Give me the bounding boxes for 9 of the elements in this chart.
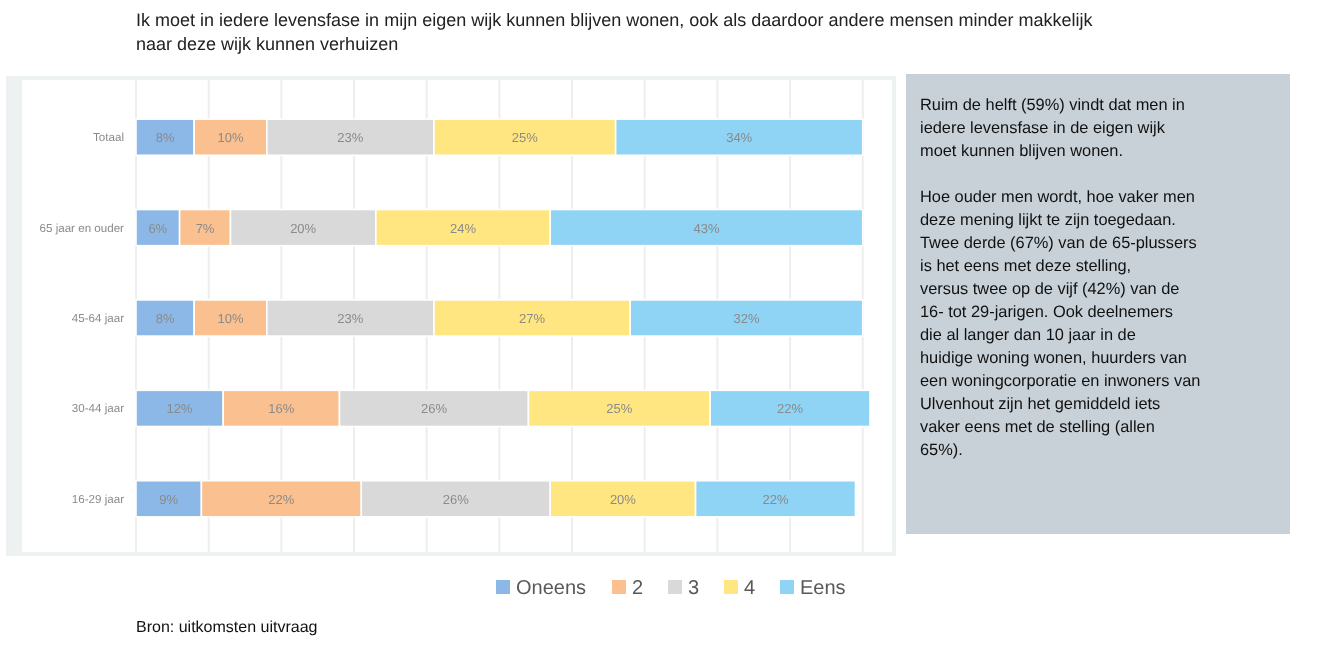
text: Ruim de helft (59%) vindt dat men in iedere levensfase in de eigen wijk moet kunnen blijven wonen.	[920, 96, 1186, 160]
legend-label: Eens	[800, 578, 846, 600]
legend-label: Oneens	[516, 578, 587, 600]
legend-label: 3	[688, 578, 700, 600]
chart-title: Ik moet in iedere levensfase in mijn eigen wijk kunnen blijven wonen, ook als daardoor andere mensen minder makkelijk naar deze wijk kunnen verhuizen	[136, 10, 1094, 54]
text: Hoe ouder men wordt, hoe vaker men deze mening lijkt te zijn toegedaan. Twee derde (67%) van de 65-plussers is het eens met deze stelling, versus twee op de vijf (42%) van de 16- tot 29-jarigen. Ook deelnemers die al langer dan 10 jaar in de huidige woning wonen, huurders van een woningcorporatie en inwoners van Ulvenhout zijn het gemiddeld iets vaker eens met de stelling (allen 65%).	[920, 188, 1201, 459]
legend-label: 2	[632, 578, 644, 600]
legend-label: 4	[744, 578, 756, 600]
text: Bron: uitkomsten uitvraag	[136, 618, 318, 636]
